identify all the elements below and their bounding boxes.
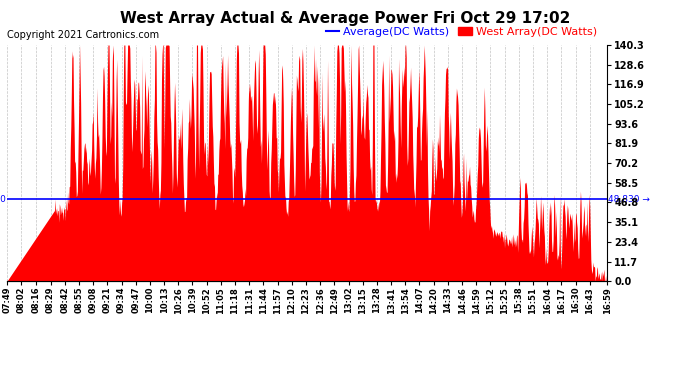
- Text: Copyright 2021 Cartronics.com: Copyright 2021 Cartronics.com: [7, 30, 159, 40]
- Text: West Array Actual & Average Power Fri Oct 29 17:02: West Array Actual & Average Power Fri Oc…: [120, 11, 570, 26]
- Legend: Average(DC Watts), West Array(DC Watts): Average(DC Watts), West Array(DC Watts): [321, 22, 602, 41]
- Text: 48.830 →: 48.830 →: [608, 195, 650, 204]
- Text: ← 48.830: ← 48.830: [0, 195, 6, 204]
